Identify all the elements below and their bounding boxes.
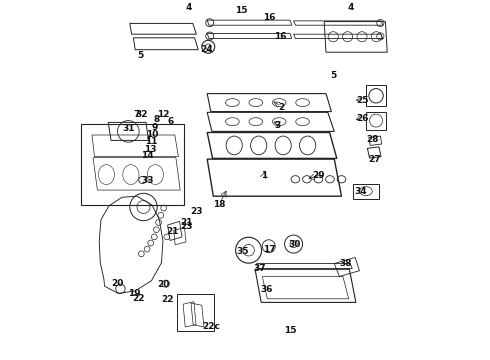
Bar [366, 85, 387, 106]
Text: 27: 27 [368, 155, 381, 164]
Text: 18: 18 [213, 200, 225, 209]
Text: 5: 5 [330, 71, 336, 80]
Bar [176, 294, 215, 331]
Text: 29: 29 [313, 171, 325, 180]
Text: 21: 21 [166, 227, 178, 236]
Text: 36: 36 [260, 284, 273, 294]
Text: 4: 4 [186, 4, 193, 13]
Bar [81, 124, 184, 205]
Text: 14: 14 [142, 152, 154, 161]
Text: 26: 26 [356, 114, 368, 122]
Text: 8: 8 [154, 115, 160, 125]
Text: 15: 15 [235, 6, 247, 15]
Text: 2: 2 [278, 103, 284, 112]
Text: 22c: 22c [202, 323, 220, 331]
Text: 11: 11 [145, 138, 158, 147]
Text: 16: 16 [274, 32, 287, 41]
Bar [366, 112, 387, 130]
Text: 13: 13 [144, 145, 157, 154]
Text: 34: 34 [354, 188, 367, 197]
Text: 30: 30 [288, 240, 300, 249]
Text: 10: 10 [147, 130, 159, 139]
Text: 28: 28 [367, 135, 379, 144]
Text: 15: 15 [284, 326, 296, 335]
Text: 20: 20 [112, 279, 124, 288]
Text: 23: 23 [180, 222, 193, 231]
Text: 20: 20 [157, 280, 170, 289]
Text: 33: 33 [142, 176, 154, 185]
Text: 21: 21 [180, 218, 193, 227]
Text: 4: 4 [348, 4, 354, 13]
Text: 22: 22 [133, 294, 145, 302]
Text: 1: 1 [261, 171, 267, 180]
Text: 23: 23 [190, 207, 203, 216]
Text: 25: 25 [356, 96, 368, 105]
Text: 6: 6 [168, 117, 173, 126]
Text: 17: 17 [263, 245, 275, 254]
Text: 7: 7 [134, 110, 140, 119]
Text: 9: 9 [151, 123, 157, 132]
Text: 35: 35 [236, 247, 249, 256]
Text: 12: 12 [157, 110, 169, 119]
Text: 32: 32 [135, 110, 148, 119]
Text: 16: 16 [263, 13, 276, 22]
Text: 19: 19 [128, 289, 141, 297]
Text: 24: 24 [200, 45, 213, 54]
Text: 31: 31 [123, 125, 135, 134]
Text: 3: 3 [274, 121, 280, 130]
Text: 5: 5 [138, 51, 144, 60]
Text: 38: 38 [340, 258, 352, 268]
Bar [353, 184, 379, 199]
Text: 22: 22 [162, 295, 174, 305]
Text: 37: 37 [253, 264, 266, 273]
